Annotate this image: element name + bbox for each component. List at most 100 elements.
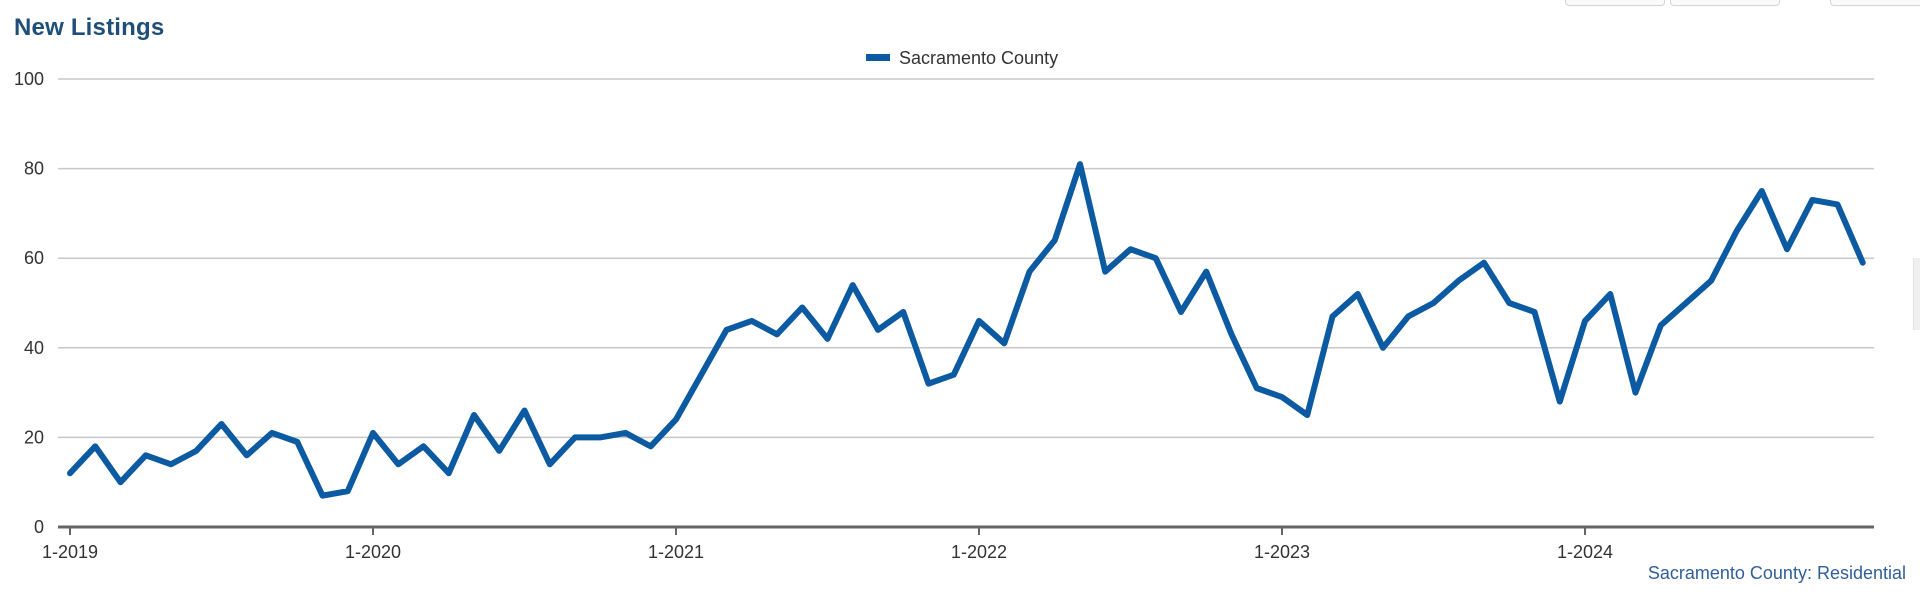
toolbar-button[interactable] bbox=[1670, 0, 1780, 6]
side-scroll-tab[interactable] bbox=[1913, 258, 1920, 330]
data-point[interactable] bbox=[1101, 268, 1109, 276]
data-point[interactable] bbox=[1632, 389, 1640, 397]
series-line-sacramento-county bbox=[67, 161, 1866, 499]
data-point[interactable] bbox=[723, 326, 731, 334]
data-point[interactable] bbox=[394, 460, 402, 468]
y-tick-label: 80 bbox=[24, 159, 44, 179]
data-point[interactable] bbox=[495, 447, 503, 455]
data-point[interactable] bbox=[293, 438, 301, 446]
x-tick-label: 1-2023 bbox=[1254, 542, 1310, 562]
data-point[interactable] bbox=[925, 380, 933, 388]
data-point[interactable] bbox=[1379, 344, 1387, 352]
toolbar-button[interactable] bbox=[1565, 0, 1665, 6]
data-point[interactable] bbox=[1455, 277, 1463, 285]
x-tick-label: 1-2019 bbox=[42, 542, 98, 562]
data-point[interactable] bbox=[849, 281, 857, 289]
y-axis-ticks: 0 20 40 60 80 100 bbox=[14, 69, 44, 537]
series-group bbox=[66, 160, 1867, 500]
data-point[interactable] bbox=[1303, 411, 1311, 419]
data-point[interactable] bbox=[117, 478, 125, 486]
data-point[interactable] bbox=[1606, 290, 1614, 298]
x-tick-label: 1-2021 bbox=[648, 542, 704, 562]
y-tick-label: 40 bbox=[24, 338, 44, 358]
data-point[interactable] bbox=[268, 429, 276, 437]
data-point[interactable] bbox=[773, 330, 781, 338]
data-point[interactable] bbox=[1354, 290, 1362, 298]
data-point[interactable] bbox=[1581, 317, 1589, 325]
data-point[interactable] bbox=[1000, 339, 1008, 347]
data-point[interactable] bbox=[1329, 312, 1337, 320]
data-point[interactable] bbox=[1758, 187, 1766, 195]
gridlines bbox=[58, 78, 1874, 439]
data-point[interactable] bbox=[1404, 312, 1412, 320]
chart-title: New Listings bbox=[14, 14, 165, 41]
data-point[interactable] bbox=[319, 492, 327, 500]
data-point[interactable] bbox=[1657, 321, 1665, 329]
x-axis-ticks: 1-2019 1-2020 1-2021 1-2022 1-2023 1-2024 bbox=[42, 527, 1613, 562]
data-point[interactable] bbox=[218, 420, 226, 428]
data-point[interactable] bbox=[1707, 277, 1715, 285]
data-point[interactable] bbox=[1127, 245, 1135, 253]
x-tick-label: 1-2022 bbox=[951, 542, 1007, 562]
data-point[interactable] bbox=[697, 371, 705, 379]
data-point[interactable] bbox=[420, 442, 428, 450]
data-point[interactable] bbox=[1228, 330, 1236, 338]
legend-swatch bbox=[866, 54, 890, 61]
data-point[interactable] bbox=[622, 429, 630, 437]
x-tick-label: 1-2024 bbox=[1557, 542, 1613, 562]
data-point[interactable] bbox=[824, 335, 832, 343]
data-point[interactable] bbox=[1076, 160, 1084, 168]
data-point[interactable] bbox=[91, 442, 99, 450]
data-point[interactable] bbox=[1556, 398, 1564, 406]
legend-label: Sacramento County bbox=[899, 48, 1058, 68]
data-point[interactable] bbox=[445, 469, 453, 477]
data-point[interactable] bbox=[1152, 254, 1160, 262]
data-point[interactable] bbox=[369, 429, 377, 437]
toolbar-button[interactable] bbox=[1830, 0, 1920, 6]
data-point[interactable] bbox=[1480, 259, 1488, 267]
data-point[interactable] bbox=[167, 460, 175, 468]
data-point[interactable] bbox=[748, 317, 756, 325]
data-point[interactable] bbox=[521, 407, 529, 415]
data-point[interactable] bbox=[596, 433, 604, 441]
data-point[interactable] bbox=[1278, 393, 1286, 401]
data-point[interactable] bbox=[899, 308, 907, 316]
y-tick-label: 0 bbox=[34, 517, 44, 537]
data-point[interactable] bbox=[571, 433, 579, 441]
data-point[interactable] bbox=[1859, 259, 1867, 267]
data-point[interactable] bbox=[798, 303, 806, 311]
data-point[interactable] bbox=[1505, 299, 1513, 307]
data-point[interactable] bbox=[243, 451, 251, 459]
data-point[interactable] bbox=[142, 451, 150, 459]
data-point[interactable] bbox=[874, 326, 882, 334]
y-tick-label: 60 bbox=[24, 248, 44, 268]
data-point[interactable] bbox=[1253, 384, 1261, 392]
data-point[interactable] bbox=[1051, 236, 1059, 244]
data-point[interactable] bbox=[1682, 299, 1690, 307]
y-tick-label: 100 bbox=[14, 69, 44, 89]
data-point[interactable] bbox=[672, 415, 680, 423]
data-point[interactable] bbox=[1430, 299, 1438, 307]
data-point[interactable] bbox=[1834, 200, 1842, 208]
y-tick-label: 20 bbox=[24, 427, 44, 447]
data-point[interactable] bbox=[1531, 308, 1539, 316]
data-point[interactable] bbox=[344, 487, 352, 495]
x-tick-label: 1-2020 bbox=[345, 542, 401, 562]
data-point[interactable] bbox=[1783, 245, 1791, 253]
data-point[interactable] bbox=[470, 411, 478, 419]
source-label: Sacramento County: Residential bbox=[1648, 563, 1906, 583]
data-point[interactable] bbox=[647, 442, 655, 450]
data-point[interactable] bbox=[950, 371, 958, 379]
data-point[interactable] bbox=[66, 469, 74, 477]
data-point[interactable] bbox=[546, 460, 554, 468]
data-point[interactable] bbox=[1733, 227, 1741, 235]
data-point[interactable] bbox=[192, 447, 200, 455]
legend[interactable]: Sacramento County bbox=[866, 48, 1058, 68]
data-point[interactable] bbox=[1177, 308, 1185, 316]
data-point[interactable] bbox=[1808, 196, 1816, 204]
data-point[interactable] bbox=[1026, 268, 1034, 276]
data-point[interactable] bbox=[975, 317, 983, 325]
data-point[interactable] bbox=[1202, 268, 1210, 276]
